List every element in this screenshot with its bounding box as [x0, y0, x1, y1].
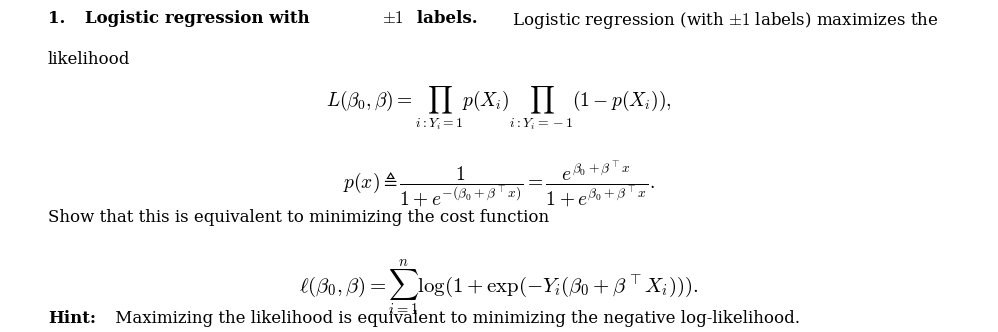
Text: Logistic regression with: Logistic regression with — [85, 10, 315, 27]
Text: labels.: labels. — [411, 10, 477, 27]
Text: Maximizing the likelihood is equivalent to minimizing the negative log-likelihoo: Maximizing the likelihood is equivalent … — [110, 310, 799, 327]
Text: $p(x) \triangleq \dfrac{1}{1 + e^{-(\beta_0 + \beta^\top x)}} = \dfrac{e^{\beta_: $p(x) \triangleq \dfrac{1}{1 + e^{-(\bet… — [343, 159, 655, 209]
Text: likelihood: likelihood — [48, 51, 131, 68]
Text: $\ell(\beta_0, \beta) = \sum_{i=1}^{n} \log(1 + \exp(-Y_i(\beta_0 + \beta^\top X: $\ell(\beta_0, \beta) = \sum_{i=1}^{n} \… — [299, 257, 699, 318]
Text: $\mathbf{\pm 1}$: $\mathbf{\pm 1}$ — [382, 10, 404, 27]
Text: Hint:: Hint: — [48, 310, 96, 327]
Text: Show that this is equivalent to minimizing the cost function: Show that this is equivalent to minimizi… — [48, 209, 549, 226]
Text: 1.: 1. — [48, 10, 77, 27]
Text: $L(\beta_0, \beta) = \prod_{i:Y_i=1} p(X_i) \prod_{i:Y_i=-1} (1 - p(X_i)),$: $L(\beta_0, \beta) = \prod_{i:Y_i=1} p(X… — [326, 85, 672, 132]
Text: Logistic regression (with $\pm 1$ labels) maximizes the: Logistic regression (with $\pm 1$ labels… — [497, 10, 938, 31]
